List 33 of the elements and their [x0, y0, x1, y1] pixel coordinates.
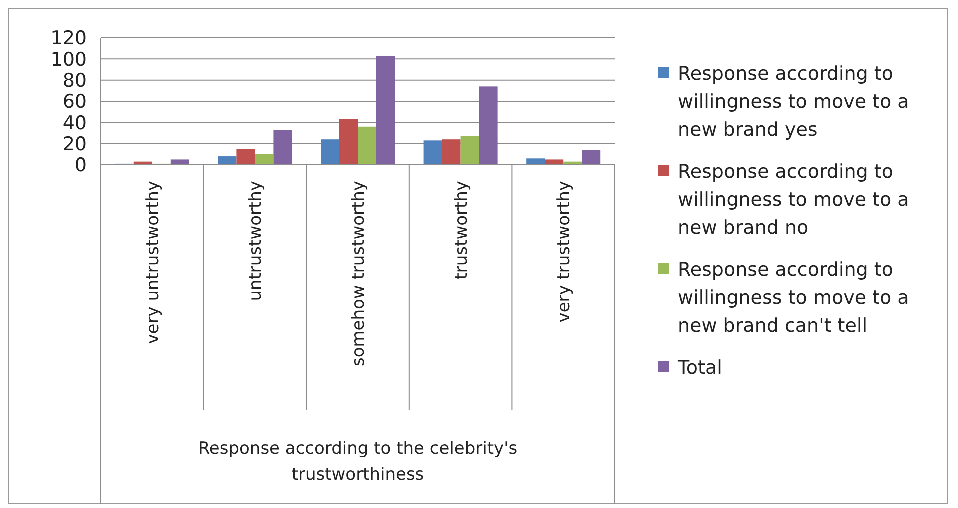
x-tick-label: very trustworthy	[554, 181, 575, 323]
legend-label: Response according to willingness to move to a new brand yes	[678, 63, 910, 141]
bar	[479, 86, 498, 165]
bar	[255, 154, 274, 165]
x-tick-label: somehow trustworthy	[348, 181, 369, 367]
y-tick-label: 120	[50, 28, 87, 50]
x-tick-label: very untrustworthy	[143, 181, 164, 344]
legend-label: Response according to willingness to move to a new brand no	[678, 161, 910, 239]
y-tick-label: 0	[74, 154, 87, 177]
bar	[320, 140, 340, 165]
y-tick-label: 60	[62, 91, 87, 114]
y-tick-label: 40	[62, 112, 87, 134]
y-tick-label: 20	[62, 133, 87, 156]
bar	[358, 126, 377, 165]
x-axis-title: Response according to the celebrity's trustworthiness	[198, 439, 518, 485]
bar	[460, 136, 480, 165]
bar	[170, 160, 190, 165]
legend-label: Total	[677, 357, 722, 379]
bar	[442, 140, 461, 165]
y-tick-label: 80	[62, 70, 87, 92]
x-tick-label: trustworthy	[452, 181, 472, 280]
legend-label: Response according to willingness to move to a new brand can't tell	[678, 259, 910, 337]
bar	[218, 156, 237, 165]
bar	[526, 158, 546, 165]
bar	[582, 150, 601, 165]
bar	[545, 160, 564, 165]
bar	[376, 56, 396, 165]
x-tick-label: untrustworthy	[246, 181, 266, 302]
bar	[274, 130, 292, 165]
y-tick-label: 100	[50, 48, 87, 71]
bar	[339, 119, 358, 165]
bar	[424, 140, 442, 165]
bar	[236, 149, 256, 165]
